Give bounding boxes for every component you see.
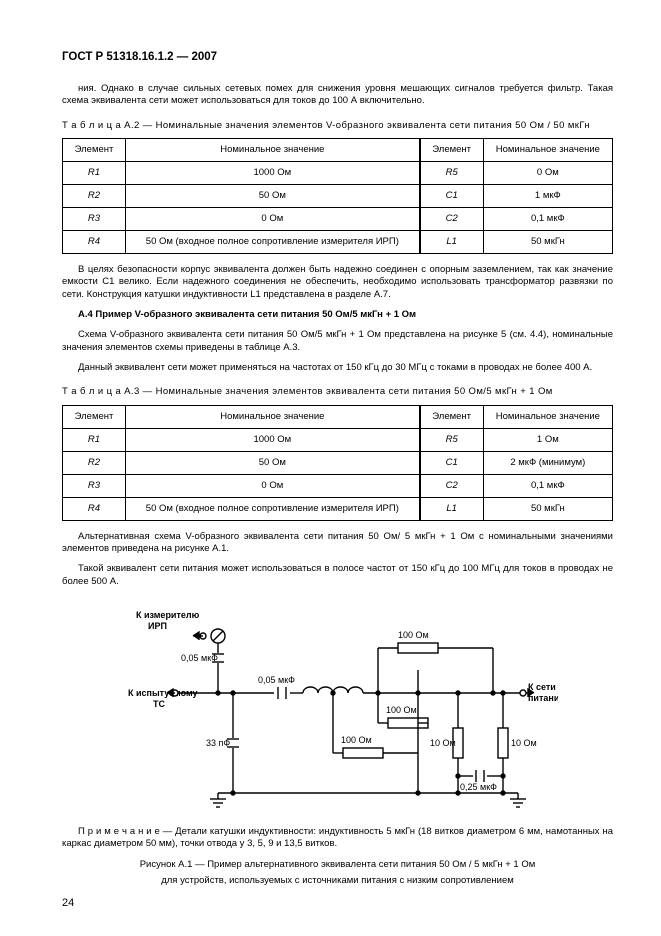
svg-text:100 Ом: 100 Ом — [341, 735, 372, 745]
svg-text:100 Ом: 100 Ом — [386, 705, 417, 715]
svg-text:ТС: ТС — [153, 699, 165, 709]
svg-text:питания: питания — [528, 693, 558, 703]
svg-text:К сети: К сети — [528, 682, 556, 692]
table-cell: C1 — [420, 184, 484, 207]
table-cell: L1 — [420, 497, 484, 520]
svg-text:К измерителю: К измерителю — [136, 610, 200, 620]
table-cell: R2 — [63, 451, 126, 474]
table-cell: R3 — [63, 207, 126, 230]
doc-header: ГОСТ Р 51318.16.1.2 — 2007 — [62, 50, 613, 65]
svg-text:10 Ом: 10 Ом — [511, 738, 537, 748]
page: ГОСТ Р 51318.16.1.2 — 2007 ния. Однако в… — [0, 0, 661, 936]
figure-caption-line2: для устройств, используемых с источникам… — [62, 875, 613, 887]
table-a2-caption: Т а б л и ц а А.2 — Номинальные значения… — [62, 120, 613, 132]
paragraph: В целях безопасности корпус эквивалента … — [62, 264, 613, 301]
page-number: 24 — [62, 896, 74, 910]
table-cell: R4 — [63, 497, 126, 520]
table-a2-body: R11000 ОмR50 ОмR250 ОмC11 мкФR30 ОмC20,1… — [63, 161, 613, 253]
paragraph: Такой эквивалент сети питания может испо… — [62, 563, 613, 588]
table-cell: 50 Ом — [126, 184, 420, 207]
paragraph: Альтернативная схема V-образного эквивал… — [62, 531, 613, 556]
table-header: Элемент — [63, 405, 126, 428]
table-cell: 0 Ом — [126, 207, 420, 230]
table-cell: 50 Ом — [126, 451, 420, 474]
table-cell: 50 Ом (входное полное сопротивление изме… — [126, 497, 420, 520]
svg-text:33 пФ: 33 пФ — [206, 738, 230, 748]
table-header: Элемент — [63, 138, 126, 161]
table-cell: C2 — [420, 474, 484, 497]
table-cell: 50 мкГн — [483, 230, 612, 253]
table-header: Номинальное значение — [483, 405, 612, 428]
table-cell: 0 Ом — [483, 161, 612, 184]
svg-text:100 Ом: 100 Ом — [398, 630, 429, 640]
table-cell: 1000 Ом — [126, 161, 420, 184]
table-cell: 1 Ом — [483, 428, 612, 451]
figure-caption-line1: Рисунок А.1 — Пример альтернативного экв… — [62, 859, 613, 871]
figure-note: П р и м е ч а н и е — Детали катушки инд… — [62, 826, 613, 851]
svg-text:0,05 мкФ: 0,05 мкФ — [258, 675, 295, 685]
svg-text:10 Ом: 10 Ом — [430, 738, 456, 748]
table-a3-caption: Т а б л и ц а А.3 — Номинальные значения… — [62, 386, 613, 398]
table-cell: R1 — [63, 428, 126, 451]
table-a3: Элемент Номинальное значение Элемент Ном… — [62, 405, 613, 521]
figure-a1: К измерителюИРПК испытуемомуТСК сетипита… — [62, 598, 613, 818]
table-a3-body: R11000 ОмR51 Ом R250 ОмC12 мкФ (минимум) R… — [63, 428, 613, 520]
table-header: Элемент — [420, 405, 484, 428]
table-cell: 0,1 мкФ — [483, 207, 612, 230]
table-header: Номинальное значение — [483, 138, 612, 161]
paragraph: ния. Однако в случае сильных сетевых пом… — [62, 83, 613, 108]
table-cell: 0,1 мкФ — [483, 474, 612, 497]
section-heading: А.4 Пример V-образного эквивалента сети … — [62, 309, 613, 321]
paragraph: Данный эквивалент сети может применяться… — [62, 362, 613, 374]
table-cell: 1 мкФ — [483, 184, 612, 207]
table-header: Номинальное значение — [126, 138, 420, 161]
paragraph: Схема V-образного эквивалента сети питан… — [62, 329, 613, 354]
table-cell: R4 — [63, 230, 126, 253]
table-cell: R2 — [63, 184, 126, 207]
table-cell: R5 — [420, 161, 484, 184]
table-cell: 50 Ом (входное полное сопротивление изме… — [126, 230, 420, 253]
table-cell: R3 — [63, 474, 126, 497]
table-header: Номинальное значение — [126, 405, 420, 428]
svg-text:0,25 мкФ: 0,25 мкФ — [460, 782, 497, 792]
table-cell: C2 — [420, 207, 484, 230]
table-header: Элемент — [420, 138, 484, 161]
table-cell: 0 Ом — [126, 474, 420, 497]
svg-text:0,05 мкФ: 0,05 мкФ — [181, 653, 218, 663]
table-cell: L1 — [420, 230, 484, 253]
circuit-diagram: К измерителюИРПК испытуемомуТСК сетипита… — [118, 598, 558, 818]
table-a2: Элемент Номинальное значение Элемент Ном… — [62, 138, 613, 254]
table-cell: 50 мкГн — [483, 497, 612, 520]
table-cell: 2 мкФ (минимум) — [483, 451, 612, 474]
table-cell: R1 — [63, 161, 126, 184]
svg-text:ИРП: ИРП — [148, 621, 167, 631]
table-cell: C1 — [420, 451, 484, 474]
table-cell: R5 — [420, 428, 484, 451]
table-cell: 1000 Ом — [126, 428, 420, 451]
